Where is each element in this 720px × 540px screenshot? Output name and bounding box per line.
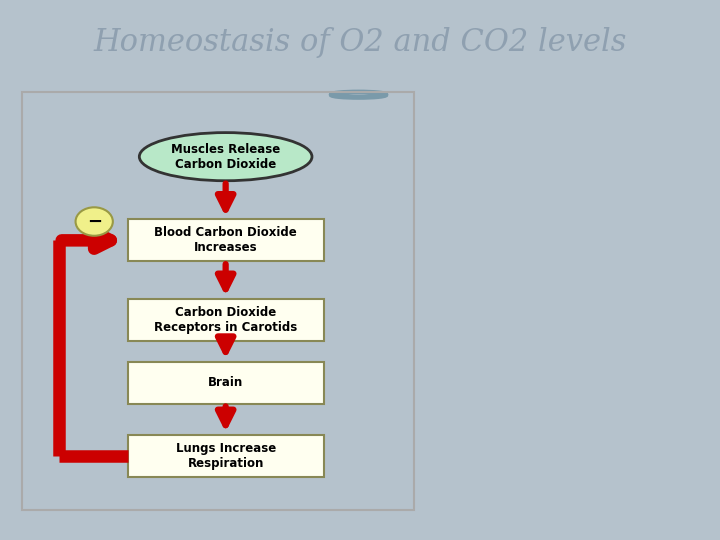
FancyBboxPatch shape bbox=[127, 362, 324, 403]
Text: Muscles Release
Carbon Dioxide: Muscles Release Carbon Dioxide bbox=[171, 143, 280, 171]
FancyBboxPatch shape bbox=[127, 299, 324, 341]
Text: Blood Carbon Dioxide
Increases: Blood Carbon Dioxide Increases bbox=[154, 226, 297, 254]
FancyBboxPatch shape bbox=[127, 219, 324, 261]
Ellipse shape bbox=[76, 207, 113, 236]
Text: −: − bbox=[86, 213, 102, 231]
Text: Brain: Brain bbox=[208, 376, 243, 389]
Text: Lungs Increase
Respiration: Lungs Increase Respiration bbox=[176, 442, 276, 470]
Ellipse shape bbox=[140, 133, 312, 181]
Text: Homeostasis of O2 and CO2 levels: Homeostasis of O2 and CO2 levels bbox=[94, 27, 627, 58]
FancyBboxPatch shape bbox=[127, 435, 324, 477]
Text: Carbon Dioxide
Receptors in Carotids: Carbon Dioxide Receptors in Carotids bbox=[154, 306, 297, 334]
